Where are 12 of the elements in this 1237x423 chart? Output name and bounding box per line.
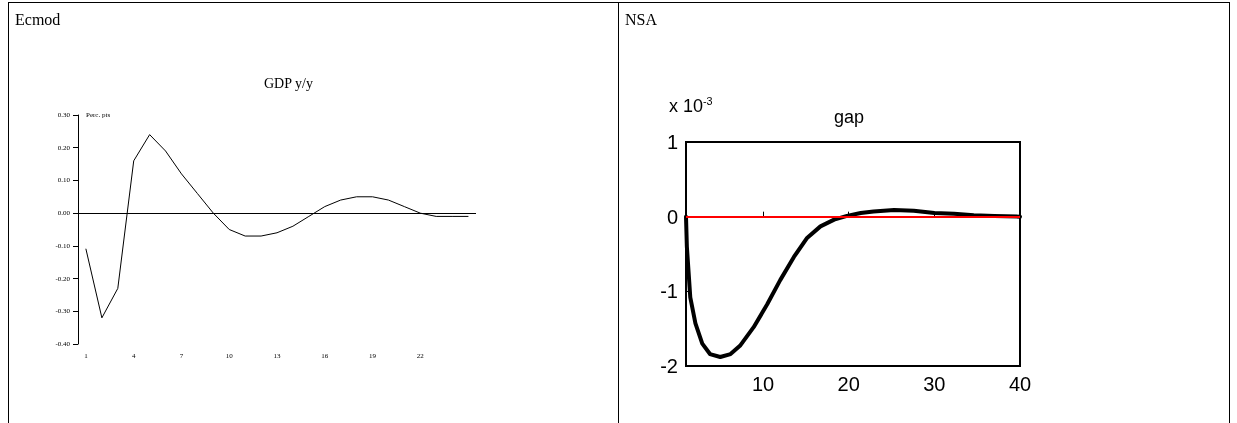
text: Ecmod [15,10,61,28]
y-tick-label: 1 [666,131,678,153]
chart-title: GDP y/y [264,75,313,91]
y-tick-label: 0 [666,205,678,228]
x-tick-label: 10 [751,373,775,395]
chart-title: gap [834,107,865,127]
text: NSA [625,10,658,28]
y-tick-label: -1 [660,280,678,303]
x-tick-label: 20 [837,373,860,395]
x-tick-label: 30 [923,373,946,395]
x-tick-label: 40 [1008,373,1032,395]
y-tick-label: -2 [660,355,678,377]
